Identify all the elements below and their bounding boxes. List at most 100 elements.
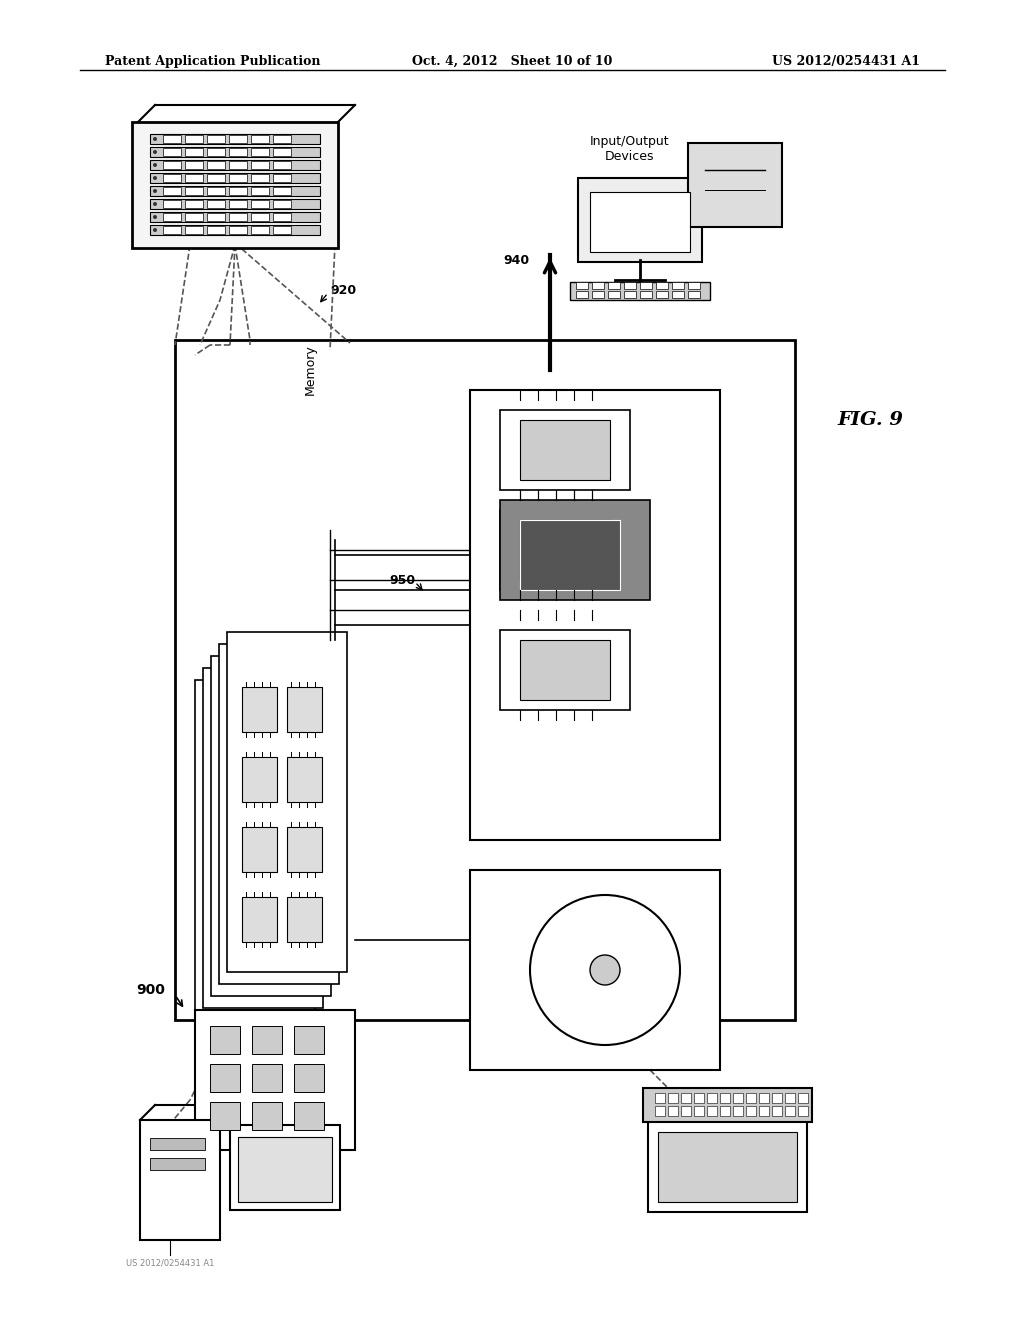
Bar: [294, 1026, 324, 1053]
Bar: [230, 1125, 340, 1210]
Bar: [163, 148, 181, 156]
Bar: [640, 290, 652, 298]
Circle shape: [590, 954, 620, 985]
Bar: [668, 1106, 678, 1115]
Bar: [207, 135, 225, 143]
Bar: [746, 1093, 756, 1104]
Bar: [672, 290, 684, 298]
Bar: [163, 226, 181, 234]
Text: 920: 920: [330, 284, 356, 297]
Bar: [570, 282, 710, 300]
Bar: [294, 1064, 324, 1092]
Bar: [251, 135, 269, 143]
Bar: [575, 290, 588, 298]
Text: 930: 930: [687, 880, 710, 890]
Text: 900: 900: [136, 983, 165, 997]
Bar: [163, 135, 181, 143]
Bar: [207, 161, 225, 169]
Bar: [238, 1137, 332, 1203]
Bar: [759, 1093, 769, 1104]
Bar: [500, 630, 630, 710]
Bar: [500, 411, 630, 490]
Bar: [195, 1010, 355, 1150]
Bar: [672, 282, 684, 289]
Bar: [590, 191, 690, 252]
Bar: [759, 1106, 769, 1115]
Bar: [688, 290, 700, 298]
Bar: [207, 187, 225, 195]
Bar: [229, 174, 247, 182]
Bar: [252, 1064, 282, 1092]
Bar: [592, 282, 604, 289]
Bar: [251, 213, 269, 220]
Bar: [229, 226, 247, 234]
Bar: [592, 290, 604, 298]
Bar: [242, 756, 278, 803]
Bar: [520, 520, 610, 579]
Bar: [185, 161, 203, 169]
FancyBboxPatch shape: [132, 121, 338, 248]
Bar: [273, 174, 291, 182]
Bar: [520, 520, 620, 590]
Bar: [746, 1106, 756, 1115]
Bar: [681, 1106, 691, 1115]
Bar: [520, 420, 610, 480]
Circle shape: [153, 137, 157, 141]
Bar: [229, 213, 247, 220]
Circle shape: [153, 228, 157, 232]
Bar: [656, 290, 668, 298]
Bar: [668, 1093, 678, 1104]
Text: Processor: Processor: [268, 1049, 282, 1110]
Bar: [470, 389, 720, 840]
Bar: [251, 174, 269, 182]
Bar: [207, 148, 225, 156]
Bar: [207, 201, 225, 209]
Bar: [203, 668, 323, 1008]
Circle shape: [153, 176, 157, 180]
Circle shape: [153, 215, 157, 219]
Bar: [500, 500, 650, 601]
Bar: [608, 282, 620, 289]
Bar: [185, 174, 203, 182]
Bar: [251, 226, 269, 234]
Bar: [163, 201, 181, 209]
Bar: [150, 213, 319, 222]
Text: 910: 910: [322, 1130, 345, 1140]
Bar: [163, 161, 181, 169]
Bar: [251, 148, 269, 156]
FancyBboxPatch shape: [643, 1088, 812, 1122]
Bar: [227, 632, 347, 972]
Bar: [500, 510, 630, 590]
Bar: [210, 1102, 240, 1130]
Circle shape: [153, 150, 157, 154]
Bar: [163, 213, 181, 220]
Bar: [150, 173, 319, 183]
Bar: [785, 1093, 795, 1104]
Bar: [273, 161, 291, 169]
Bar: [688, 282, 700, 289]
Bar: [140, 1119, 220, 1239]
Text: Memory: Memory: [303, 345, 316, 396]
Bar: [733, 1093, 743, 1104]
Text: Input/Output
Devices: Input/Output Devices: [590, 135, 670, 162]
Bar: [252, 1026, 282, 1053]
Circle shape: [153, 202, 157, 206]
Bar: [287, 898, 322, 942]
Bar: [150, 1138, 205, 1150]
Bar: [219, 644, 339, 983]
Bar: [242, 828, 278, 873]
Bar: [772, 1093, 782, 1104]
Bar: [251, 201, 269, 209]
Bar: [150, 224, 319, 235]
Bar: [694, 1093, 705, 1104]
Bar: [150, 186, 319, 195]
Bar: [185, 148, 203, 156]
Bar: [150, 135, 319, 144]
FancyBboxPatch shape: [688, 143, 782, 227]
Bar: [733, 1106, 743, 1115]
Text: Oct. 4, 2012   Sheet 10 of 10: Oct. 4, 2012 Sheet 10 of 10: [412, 55, 612, 69]
Bar: [520, 640, 610, 700]
Bar: [242, 898, 278, 942]
Bar: [273, 187, 291, 195]
Bar: [229, 148, 247, 156]
